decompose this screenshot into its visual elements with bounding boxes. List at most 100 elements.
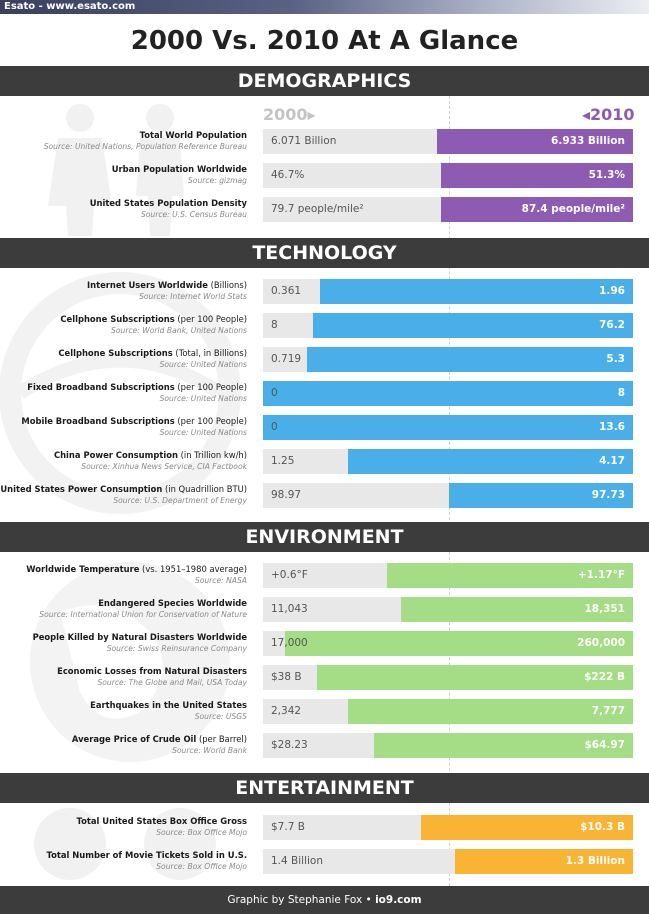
bar-fill-2010 xyxy=(449,483,633,508)
watermark-bar: Esato - www.esato.com xyxy=(0,0,649,14)
bar-fill-2010 xyxy=(386,563,633,588)
row-label: Worldwide Temperature (vs. 1951–1980 ave… xyxy=(0,563,247,587)
row-label: Fixed Broadband Subscriptions (per 100 P… xyxy=(0,381,247,405)
bar-fill-2010 xyxy=(285,631,633,656)
row-title: Urban Population Worldwide xyxy=(111,164,247,174)
film-reel-icon xyxy=(34,808,216,880)
row-title: Total Number of Movie Tickets Sold in U.… xyxy=(46,850,247,860)
bar-fill-2010 xyxy=(320,279,633,304)
row-title: China Power Consumption (in Trillion kw/… xyxy=(53,450,247,460)
value-2000: 11,043 xyxy=(271,603,308,615)
value-2000: 8 xyxy=(271,319,278,331)
bar-fill-2010 xyxy=(436,129,633,154)
watermark-text: Esato - www.esato.com xyxy=(4,1,136,12)
row-label: Total World Population Source: United Nat… xyxy=(0,129,247,153)
row-label: Total United States Box Office Gross Sour… xyxy=(0,815,248,839)
value-2010: 1.96 xyxy=(599,285,625,297)
value-2000: 46.7% xyxy=(271,169,305,181)
footer-credit: Graphic by Stephanie Fox • io9.com xyxy=(0,886,649,914)
value-2000: $38 B xyxy=(271,671,302,683)
value-2000: 79.7 people/mile² xyxy=(271,203,364,215)
row-label: Cellphone Subscriptions (Total, in Billi… xyxy=(0,347,247,371)
row-source: Source: United Nations xyxy=(159,394,247,403)
value-2000: 98.97 xyxy=(271,489,302,501)
comparison-bar: $28.23 $64.97 xyxy=(263,733,633,758)
value-2010: 7,777 xyxy=(591,705,625,717)
value-2010: 18,351 xyxy=(584,603,625,615)
value-2000: 0.719 xyxy=(271,353,302,365)
comparison-bar: $7.7 B $10.3 B xyxy=(263,815,633,840)
value-2010: $10.3 B xyxy=(580,821,625,833)
row-source: Source: Box Office Mojo xyxy=(156,828,247,837)
row-label: Average Price of Crude Oil (per Barrel) S… xyxy=(0,733,247,757)
row-label: Mobile Broadband Subscriptions (per 100 … xyxy=(0,415,247,439)
row-title: United States Population Density xyxy=(89,198,247,208)
row-title: People Killed by Natural Disasters World… xyxy=(32,632,247,642)
comparison-bar: 2,342 7,777 xyxy=(263,699,633,724)
comparison-bar: +0.6°F +1.17°F xyxy=(263,563,633,588)
value-2000: 1.25 xyxy=(271,455,295,467)
row-title: Worldwide Temperature (vs. 1951–1980 ave… xyxy=(26,564,247,574)
value-2010: 4.17 xyxy=(599,455,625,467)
value-2000: 1.4 Billion xyxy=(271,855,323,867)
value-2000: +0.6°F xyxy=(271,569,308,581)
row-source: Source: United Nations xyxy=(159,360,247,369)
bar-fill-2010 xyxy=(316,665,633,690)
value-2000: 17,000 xyxy=(271,637,308,649)
row-source: Source: Xinhua News Service, CIA Factboo… xyxy=(81,462,247,471)
row-title: Mobile Broadband Subscriptions (per 100 … xyxy=(21,416,247,426)
row-label: Internet Users Worldwide (Billions) Sourc… xyxy=(0,279,247,303)
bar-fill-2010 xyxy=(374,733,633,758)
bar-fill-2010 xyxy=(348,449,633,474)
row-source: Source: World Bank xyxy=(172,746,247,755)
row-title: Total United States Box Office Gross xyxy=(76,816,248,826)
value-2010: 76.2 xyxy=(599,319,625,331)
row-source: Source: Internet World Stats xyxy=(139,292,247,301)
comparison-bar: 6.071 Billion 6.933 Billion xyxy=(263,129,633,154)
row-label: Earthquakes in the United States Source: … xyxy=(0,699,247,723)
bar-fill-2010 xyxy=(263,381,633,406)
value-2010: $222 B xyxy=(584,671,625,683)
row-label: Total Number of Movie Tickets Sold in U.… xyxy=(0,849,247,873)
comparison-bar: 1.4 Billion 1.3 Billion xyxy=(263,849,633,874)
value-2010: 6.933 Billion xyxy=(551,135,625,147)
value-2000: 2,342 xyxy=(271,705,302,717)
bar-fill-2010 xyxy=(348,699,633,724)
year-2000-label: 2000▸ xyxy=(263,105,316,124)
row-source: Source: NASA xyxy=(194,576,247,585)
page-title: 2000 Vs. 2010 At A Glance xyxy=(130,26,519,56)
comparison-bar: 11,043 18,351 xyxy=(263,597,633,622)
row-title: Cellphone Subscriptions (Total, in Billi… xyxy=(58,348,247,358)
bar-fill-2010 xyxy=(421,815,633,840)
footer-site: io9.com xyxy=(375,894,422,906)
globe-icon xyxy=(30,562,230,762)
row-source: Source: The Globe and Mail, USA Today xyxy=(97,678,247,687)
row-source: Source: gizmag xyxy=(187,176,247,185)
comparison-bar: $38 B $222 B xyxy=(263,665,633,690)
people-silhouette-icon xyxy=(48,104,184,236)
row-label: United States Power Consumption (in Quad… xyxy=(0,483,247,507)
row-title: Fixed Broadband Subscriptions (per 100 P… xyxy=(27,382,247,392)
value-2010: 87.4 people/mile² xyxy=(521,203,625,215)
row-title: Average Price of Crude Oil (per Barrel) xyxy=(71,734,247,744)
footer-prefix: Graphic by Stephanie Fox • xyxy=(227,894,376,906)
row-source: Source: International Union for Conserva… xyxy=(39,610,247,619)
value-2010: 8 xyxy=(617,387,625,399)
comparison-bar: 17,000 260,000 xyxy=(263,631,633,656)
row-title: Economic Losses from Natural Disasters xyxy=(57,666,247,676)
section-header-technology: TECHNOLOGY xyxy=(0,238,649,268)
value-2010: $64.97 xyxy=(584,739,625,751)
row-source: Source: Box Office Mojo xyxy=(156,862,247,871)
row-title: Total World Population xyxy=(139,130,247,140)
value-2010: 1.3 Billion xyxy=(565,855,625,867)
row-source: Source: United Nations xyxy=(159,428,247,437)
section-header-demographics: DEMOGRAPHICS xyxy=(0,66,649,96)
row-source: Source: U.S. Census Bureau xyxy=(140,210,247,219)
bar-fill-2010 xyxy=(401,597,633,622)
comparison-bar: 0 13.6 xyxy=(263,415,633,440)
value-2010: 51.3% xyxy=(588,169,625,181)
value-2010: 13.6 xyxy=(599,421,625,433)
value-2000: 6.071 Billion xyxy=(271,135,337,147)
comparison-bar: 46.7% 51.3% xyxy=(263,163,633,188)
comparison-bar: 98.97 97.73 xyxy=(263,483,633,508)
